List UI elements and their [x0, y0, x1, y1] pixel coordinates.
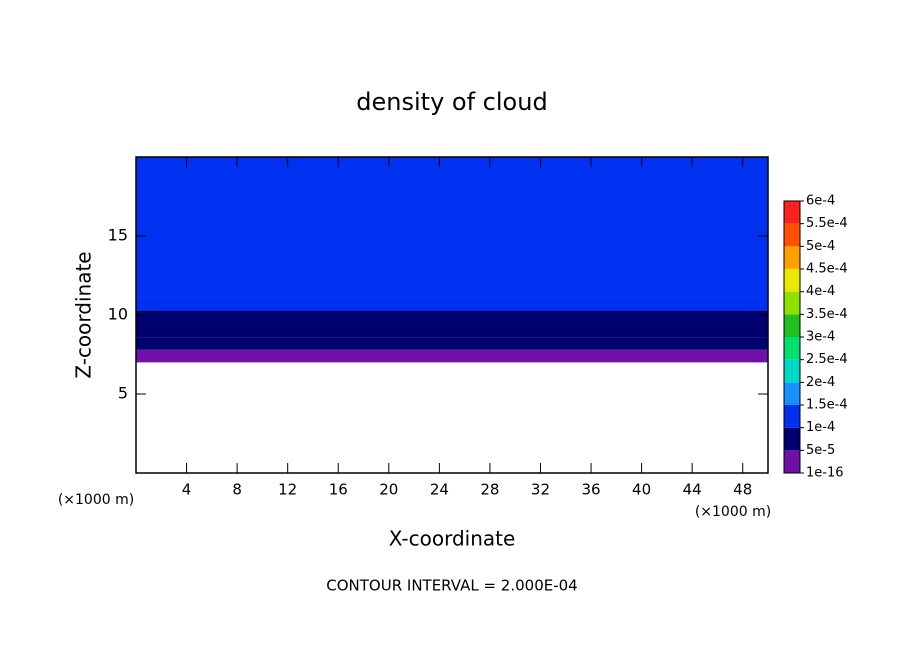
contour-band — [136, 337, 768, 350]
contour-band — [136, 157, 768, 197]
colorbar-segment — [784, 246, 800, 269]
contour-band — [136, 349, 768, 363]
colorbar-segment — [784, 337, 800, 360]
colorbar-label: 3.5e-4 — [806, 307, 848, 322]
colorbar-segment — [784, 450, 800, 473]
x-tick-label: 32 — [531, 481, 550, 499]
colorbar-segment — [784, 382, 800, 405]
x-axis-label: X-coordinate — [389, 527, 516, 551]
contour-band — [136, 296, 768, 311]
x-tick-label: 28 — [480, 481, 499, 499]
colorbar-segment — [784, 427, 800, 451]
colorbar-label: 1e-4 — [806, 420, 835, 435]
y-axis-label: Z-coordinate — [72, 251, 96, 378]
colorbar-segment — [784, 405, 800, 428]
colorbar-label: 5e-5 — [806, 443, 835, 458]
x-tick-label: 4 — [182, 481, 192, 499]
y-tick-label: 10 — [108, 305, 128, 324]
x-tick-label: 48 — [733, 481, 752, 499]
colorbar-label: 5.5e-4 — [806, 216, 848, 231]
contour-band — [136, 196, 768, 276]
colorbar-segment — [784, 359, 800, 383]
x-tick-label: 36 — [581, 481, 600, 499]
colorbar-label: 2e-4 — [806, 375, 835, 390]
x-tick-label: 20 — [379, 481, 398, 499]
x-tick-label: 24 — [430, 481, 449, 499]
x-tick-label: 8 — [232, 481, 242, 499]
x-tick-label: 44 — [683, 481, 702, 499]
colorbar-segment — [784, 291, 800, 315]
x-tick-label: 16 — [329, 481, 348, 499]
colorbar-label: 2.5e-4 — [806, 352, 848, 367]
colorbar-segment — [784, 269, 800, 292]
colorbar-label: 5e-4 — [806, 239, 835, 254]
colorbar-segment — [784, 223, 800, 247]
chart-title: density of cloud — [356, 88, 547, 116]
colorbar-label: 1.5e-4 — [806, 398, 848, 413]
contour-band — [136, 324, 768, 338]
colorbar-segment — [784, 201, 800, 224]
colorbar-label: 6e-4 — [806, 194, 835, 209]
colorbar-label: 3e-4 — [806, 330, 835, 345]
x-tick-label: 12 — [278, 481, 297, 499]
contour-band — [136, 310, 768, 325]
y-tick-label: 5 — [118, 384, 128, 403]
colorbar-label: 1e-16 — [806, 466, 844, 481]
x-tick-label: 40 — [632, 481, 651, 499]
colorbar-label: 4e-4 — [806, 284, 835, 299]
contour-band — [136, 275, 768, 297]
colorbar-segment — [784, 314, 800, 337]
x-unit: (×1000 m) — [695, 504, 771, 520]
colorbar-label: 4.5e-4 — [806, 262, 848, 277]
y-tick-label: 15 — [108, 226, 128, 245]
y-unit: (×1000 m) — [58, 492, 134, 508]
annotation: CONTOUR INTERVAL = 2.000E-04 — [326, 577, 577, 595]
